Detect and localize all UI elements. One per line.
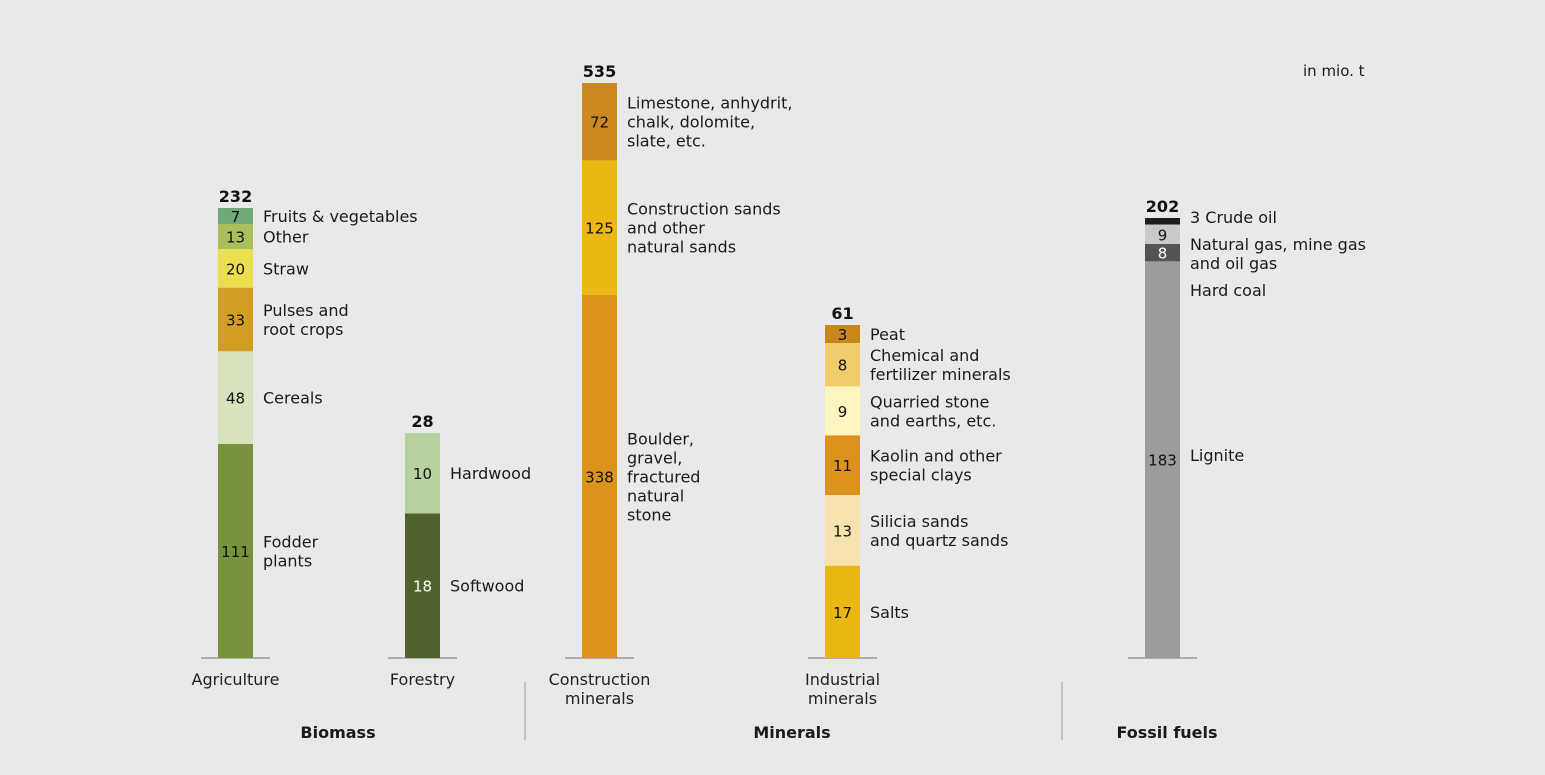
segment-value-hard-coal: 8: [1158, 245, 1168, 263]
segment-value-kaolin-and-other-special-clays: 11: [833, 457, 852, 475]
bar-segment-construction-sands-and-other-natural-sands: [582, 160, 617, 295]
bar-segment-other: [218, 224, 253, 250]
unit-label: in mio. t: [1303, 62, 1365, 80]
segment-value-other: 13: [226, 229, 245, 247]
bar-segment-fodder-plants: [218, 443, 253, 658]
segment-label-boulder-gravel-fractured-natural-stone: stone: [627, 505, 671, 524]
bar-segment-lignite: [1145, 261, 1180, 658]
segment-label-construction-sands-and-other-natural-sands: natural sands: [627, 238, 736, 257]
segment-value-salts: 17: [833, 604, 852, 622]
segment-label-salts: Salts: [870, 603, 909, 622]
bar-segment-chemical-and-fertilizer-minerals: [825, 343, 860, 387]
bar-total-construction-minerals: 535: [583, 62, 616, 81]
segment-label-hard-coal: Hard coal: [1190, 281, 1266, 300]
bar-segment-softwood: [405, 513, 440, 658]
segment-label-construction-sands-and-other-natural-sands: Construction sands: [627, 200, 781, 219]
segment-label-hardwood: Hardwood: [450, 464, 531, 483]
bar-total-agriculture: 232: [219, 187, 252, 206]
bar-segment-straw: [218, 249, 253, 288]
segment-value-boulder-gravel-fractured-natural-stone: 338: [585, 468, 614, 486]
segment-value-construction-sands-and-other-natural-sands: 125: [585, 220, 614, 238]
bar-segment-kaolin-and-other-special-clays: [825, 435, 860, 496]
segment-label-natural-gas-mine-gas-and-oil-gas: and oil gas: [1190, 254, 1277, 273]
segment-label-quarried-stone-and-earths-etc: Quarried stone: [870, 392, 989, 411]
segment-value-quarried-stone-and-earths-etc: 9: [838, 403, 848, 421]
segment-value-natural-gas-mine-gas-and-oil-gas: 9: [1158, 226, 1168, 244]
segment-value-lignite: 183: [1148, 452, 1177, 470]
segment-label-silicia-sands-and-quartz-sands: Silicia sands: [870, 512, 968, 531]
segment-label-softwood: Softwood: [450, 577, 524, 596]
bar-segment-silicia-sands-and-quartz-sands: [825, 495, 860, 566]
bar-segment-cereals: [218, 351, 253, 444]
segment-value-peat: 3: [838, 326, 848, 344]
bar-segment-salts: [825, 565, 860, 658]
segment-label-boulder-gravel-fractured-natural-stone: fractured: [627, 467, 700, 486]
segment-label-other: Other: [263, 228, 309, 247]
bar-total-industrial-minerals: 61: [831, 304, 853, 323]
category-label-industrial-minerals: Industrial: [805, 670, 880, 689]
category-label-construction-minerals: minerals: [565, 689, 634, 708]
category-label-agriculture: Agriculture: [192, 670, 280, 689]
segment-label-limestone-anhydrit-chalk-dolomite-slate-etc: slate, etc.: [627, 132, 706, 151]
segment-label-quarried-stone-and-earths-etc: and earths, etc.: [870, 411, 996, 430]
bar-segment-pulses-and-root-crops: [218, 287, 253, 352]
category-label-construction-minerals: Construction: [549, 670, 651, 689]
category-label-industrial-minerals: minerals: [808, 689, 877, 708]
bar-segment-hard-coal: [1145, 244, 1180, 262]
segment-label-kaolin-and-other-special-clays: special clays: [870, 466, 972, 485]
segment-label-fodder-plants: plants: [263, 551, 312, 570]
bar-segment-natural-gas-mine-gas-and-oil-gas: [1145, 224, 1180, 245]
segment-label-boulder-gravel-fractured-natural-stone: Boulder,: [627, 429, 694, 448]
segment-label-lignite: Lignite: [1190, 446, 1244, 465]
segment-label-pulses-and-root-crops: Pulses and: [263, 301, 349, 320]
segment-label-pulses-and-root-crops: root crops: [263, 320, 343, 339]
segment-value-chemical-and-fertilizer-minerals: 8: [838, 357, 848, 375]
segment-label-peat: Peat: [870, 325, 905, 344]
group-label-minerals: Minerals: [753, 723, 830, 742]
segment-value-pulses-and-root-crops: 33: [226, 311, 245, 329]
bar-segment-boulder-gravel-fractured-natural-stone: [582, 294, 617, 658]
segment-label-limestone-anhydrit-chalk-dolomite-slate-etc: chalk, dolomite,: [627, 113, 755, 132]
segment-label-straw: Straw: [263, 259, 309, 278]
segment-value-fodder-plants: 111: [221, 543, 250, 561]
bar-total-forestry: 28: [411, 412, 433, 431]
segment-label-crude-oil: 3 Crude oil: [1190, 208, 1277, 227]
segment-value-fruits-vegetables: 7: [231, 208, 241, 226]
segment-label-cereals: Cereals: [263, 389, 323, 408]
segment-value-straw: 20: [226, 260, 245, 278]
segment-value-silicia-sands-and-quartz-sands: 13: [833, 522, 852, 540]
segment-label-chemical-and-fertilizer-minerals: fertilizer minerals: [870, 365, 1011, 384]
bar-segment-limestone-anhydrit-chalk-dolomite-slate-etc: [582, 83, 617, 161]
segment-label-fruits-vegetables: Fruits & vegetables: [263, 207, 418, 226]
bar-segment-crude-oil: [1145, 218, 1180, 225]
segment-label-limestone-anhydrit-chalk-dolomite-slate-etc: Limestone, anhydrit,: [627, 94, 792, 113]
segment-label-chemical-and-fertilizer-minerals: Chemical and: [870, 346, 979, 365]
bar-segment-hardwood: [405, 433, 440, 514]
bar-segment-fruits-vegetables: [218, 208, 253, 224]
bar-segment-peat: [825, 325, 860, 343]
segment-label-kaolin-and-other-special-clays: Kaolin and other: [870, 447, 1002, 466]
segment-label-construction-sands-and-other-natural-sands: and other: [627, 219, 705, 238]
segment-label-fodder-plants: Fodder: [263, 532, 319, 551]
segment-value-limestone-anhydrit-chalk-dolomite-slate-etc: 72: [590, 114, 609, 132]
segment-value-softwood: 18: [413, 578, 432, 596]
segment-label-boulder-gravel-fractured-natural-stone: natural: [627, 486, 684, 505]
category-label-forestry: Forestry: [390, 670, 455, 689]
group-label-fossil-fuels: Fossil fuels: [1116, 723, 1217, 742]
bar-total-fossil-fuels: 202: [1146, 197, 1179, 216]
segment-value-hardwood: 10: [413, 465, 432, 483]
bar-segment-quarried-stone-and-earths-etc: [825, 386, 860, 436]
segment-value-cereals: 48: [226, 390, 245, 408]
group-label-biomass: Biomass: [300, 723, 375, 742]
segment-label-boulder-gravel-fractured-natural-stone: gravel,: [627, 448, 682, 467]
segment-label-natural-gas-mine-gas-and-oil-gas: Natural gas, mine gas: [1190, 235, 1366, 254]
segment-label-silicia-sands-and-quartz-sands: and quartz sands: [870, 531, 1008, 550]
